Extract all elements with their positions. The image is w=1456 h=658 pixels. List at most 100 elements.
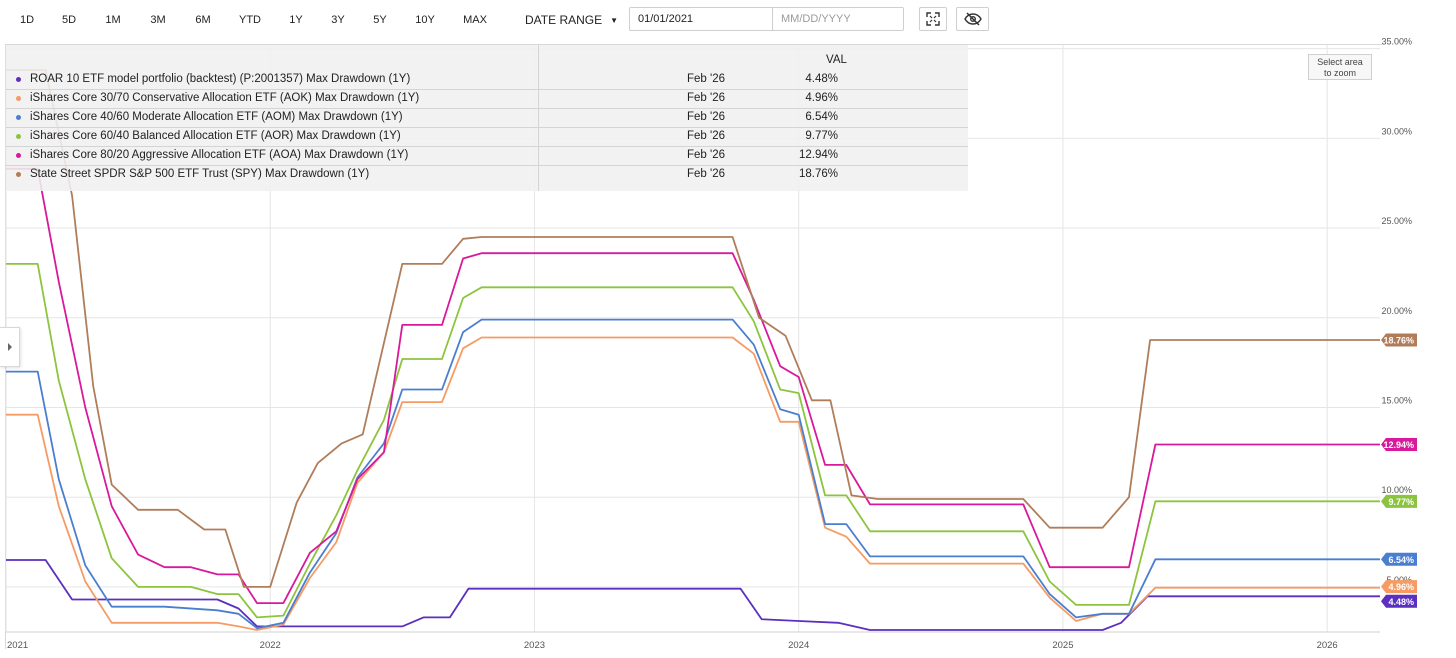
legend-date: Feb '26 xyxy=(687,130,725,142)
series-line[interactable] xyxy=(6,318,1380,630)
legend-row[interactable]: iShares Core 30/70 Conservative Allocati… xyxy=(6,90,968,109)
legend-value: 6.54% xyxy=(805,111,838,123)
legend-date: Feb '26 xyxy=(687,73,725,85)
legend-dot xyxy=(16,153,21,158)
legend-value: 4.96% xyxy=(805,92,838,104)
series-line[interactable] xyxy=(6,167,1380,604)
hide-button[interactable] xyxy=(956,7,989,31)
legend-dot xyxy=(16,115,21,120)
legend-dot xyxy=(16,96,21,101)
end-value-label: 18.76% xyxy=(1383,336,1414,346)
range-button-1d[interactable]: 1D xyxy=(19,14,35,26)
legend-value: 4.48% xyxy=(805,73,838,85)
series-line[interactable] xyxy=(6,336,1380,631)
end-value-flag: 9.77% xyxy=(1381,494,1417,508)
end-value-label: 4.48% xyxy=(1388,597,1414,607)
legend-date: Feb '26 xyxy=(687,168,725,180)
end-value-flag: 4.96% xyxy=(1381,580,1417,594)
range-button-5y[interactable]: 5Y xyxy=(373,14,387,26)
legend-series-name: iShares Core 60/40 Balanced Allocation E… xyxy=(30,130,401,142)
end-value-flag-bg xyxy=(1381,594,1417,608)
legend-series-name: iShares Core 30/70 Conservative Allocati… xyxy=(30,92,420,104)
legend-date: Feb '26 xyxy=(687,92,725,104)
range-button-max[interactable]: MAX xyxy=(463,14,487,26)
caret-down-icon: ▼ xyxy=(610,15,619,25)
x-tick-label: 2023 xyxy=(524,640,545,651)
start-date-input[interactable] xyxy=(629,7,788,31)
toolbar: 1D 5D 1M 3M 6M YTD 1Y 3Y 5Y 10Y MAX DATE RANGE ▼ xyxy=(0,0,1456,42)
range-button-6m[interactable]: 6M xyxy=(195,14,211,26)
end-value-flag-bg xyxy=(1381,333,1417,347)
legend-series-name: iShares Core 40/60 Moderate Allocation E… xyxy=(30,111,403,123)
select-area-zoom-button[interactable]: Select area to zoom xyxy=(1308,54,1372,80)
y-tick-label: 30.00% xyxy=(1381,126,1412,136)
range-button-3y[interactable]: 3Y xyxy=(331,14,345,26)
end-value-label: 6.54% xyxy=(1388,555,1414,565)
end-value-flag-bg xyxy=(1381,552,1417,566)
sidebar-toggle-button[interactable] xyxy=(0,327,20,367)
val-header: VAL xyxy=(826,54,847,66)
legend-row[interactable]: iShares Core 60/40 Balanced Allocation E… xyxy=(6,128,968,147)
range-button-1y[interactable]: 1Y xyxy=(289,14,303,26)
expand-button[interactable] xyxy=(919,7,947,31)
chevron-right-icon xyxy=(7,343,12,351)
y-tick-label: 35.00% xyxy=(1381,37,1412,47)
legend-row[interactable]: iShares Core 80/20 Aggressive Allocation… xyxy=(6,147,968,166)
x-tick-label: 2022 xyxy=(260,640,281,651)
y-tick-label: 15.00% xyxy=(1381,395,1412,405)
legend-row-separator xyxy=(6,108,968,109)
legend-row[interactable]: iShares Core 40/60 Moderate Allocation E… xyxy=(6,109,968,128)
label-layer: 5.00% 10.00% 15.00% 20.00% 25.00% 30.00% 35.00… xyxy=(7,37,1417,651)
legend-date: Feb '26 xyxy=(687,111,725,123)
legend-value: 18.76% xyxy=(798,168,838,180)
range-button-1m[interactable]: 1M xyxy=(105,14,121,26)
x-tick-label: 2026 xyxy=(1317,640,1338,651)
series-line[interactable] xyxy=(6,263,1380,619)
end-value-flag-bg xyxy=(1381,494,1417,508)
legend-dot xyxy=(16,134,21,139)
end-value-label: 4.96% xyxy=(1388,582,1414,592)
y-tick-label: 25.00% xyxy=(1381,216,1412,226)
range-button-10y[interactable]: 10Y xyxy=(415,14,435,26)
date-range-label: DATE RANGE xyxy=(525,13,603,27)
legend-row-separator xyxy=(6,127,968,128)
legend-dot xyxy=(16,77,21,82)
series-line[interactable] xyxy=(6,69,1380,588)
end-value-flag: 6.54% xyxy=(1381,552,1417,566)
end-value-flag: 4.48% xyxy=(1381,594,1417,608)
series-line[interactable] xyxy=(6,559,1380,631)
end-value-flag: 12.94% xyxy=(1381,437,1417,451)
x-tick-label: 2025 xyxy=(1052,640,1073,651)
legend-value: 12.94% xyxy=(798,149,838,161)
range-button-ytd[interactable]: YTD xyxy=(239,14,261,26)
legend-divider xyxy=(538,45,539,191)
range-button-5d[interactable]: 5D xyxy=(61,14,77,26)
zoom-line-1: Select area xyxy=(1317,57,1363,67)
range-button-3m[interactable]: 3M xyxy=(150,14,166,26)
end-value-flag-bg xyxy=(1381,580,1417,594)
x-tick-label: 2024 xyxy=(788,640,809,651)
end-date-input[interactable] xyxy=(772,7,904,31)
x-tick-label: 2021 xyxy=(7,640,28,651)
legend-panel: VAL ROAR 10 ETF model portfolio (backtes… xyxy=(6,45,968,191)
legend-row-separator xyxy=(6,165,968,166)
legend-series-name: ROAR 10 ETF model portfolio (backtest) (… xyxy=(30,73,411,85)
y-tick-label: 20.00% xyxy=(1381,306,1412,316)
expand-icon xyxy=(926,12,940,26)
legend-date: Feb '26 xyxy=(687,149,725,161)
end-value-flag-bg xyxy=(1381,437,1417,451)
legend-series-name: iShares Core 80/20 Aggressive Allocation… xyxy=(30,149,409,161)
legend-row[interactable]: ROAR 10 ETF model portfolio (backtest) (… xyxy=(6,71,968,90)
end-value-flag: 18.76% xyxy=(1381,333,1417,347)
y-tick-label: 10.00% xyxy=(1381,485,1412,495)
legend-value: 9.77% xyxy=(805,130,838,142)
series-layer xyxy=(6,69,1380,631)
y-tick-label: 5.00% xyxy=(1386,575,1412,585)
date-range-dropdown[interactable]: DATE RANGE ▼ xyxy=(525,10,618,30)
legend-dot xyxy=(16,172,21,177)
end-value-label: 9.77% xyxy=(1388,497,1414,507)
eye-slash-icon xyxy=(963,12,982,26)
legend-series-name: State Street SPDR S&P 500 ETF Trust (SPY… xyxy=(30,168,370,180)
legend-row-separator xyxy=(6,146,968,147)
legend-row[interactable]: State Street SPDR S&P 500 ETF Trust (SPY… xyxy=(6,166,968,185)
